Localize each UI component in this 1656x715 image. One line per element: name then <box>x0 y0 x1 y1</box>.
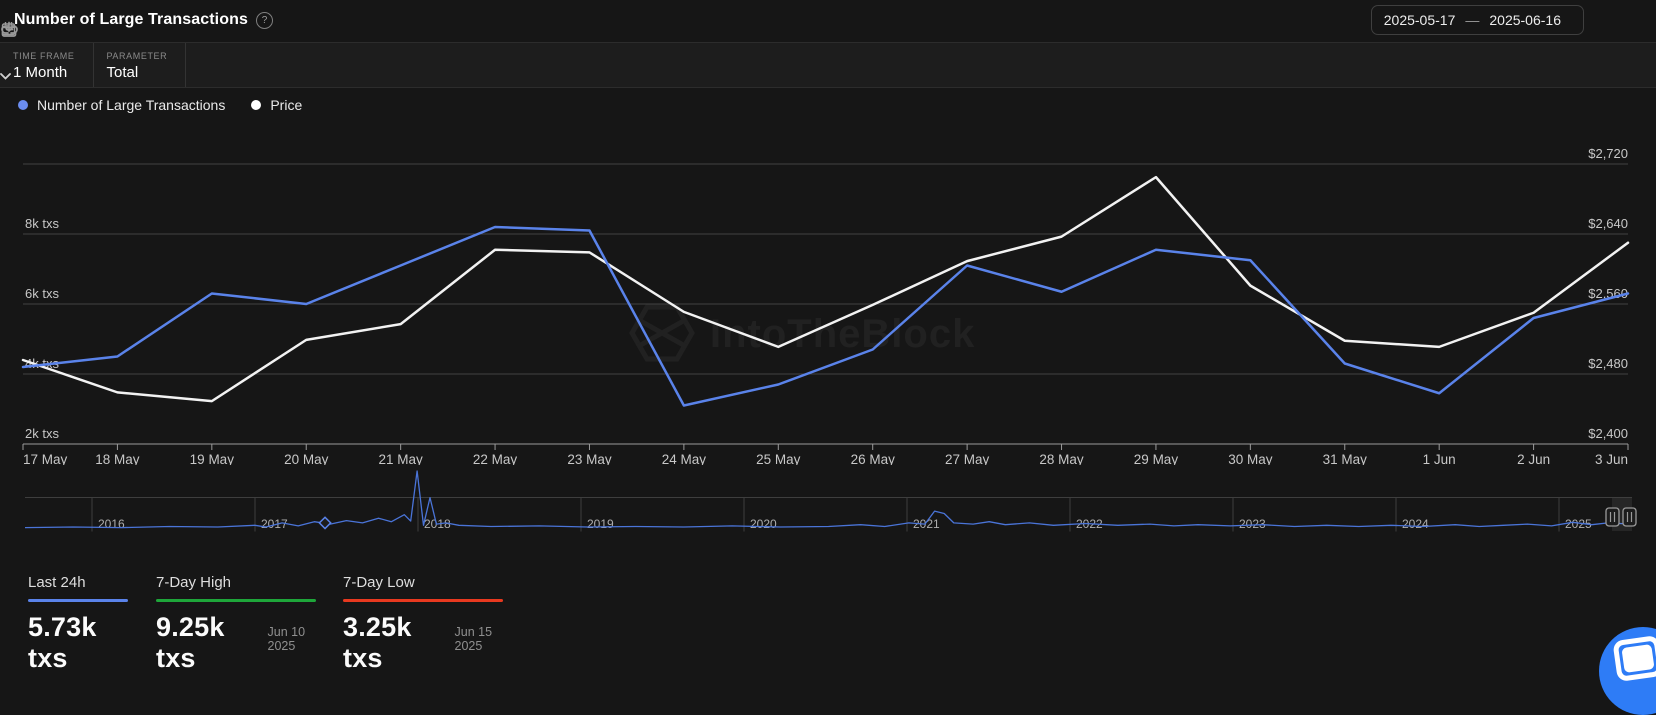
year-label: 2021 <box>913 517 940 531</box>
stat-date: Jun 10 2025 <box>267 625 306 653</box>
download-button[interactable] <box>1 18 1610 37</box>
page-title: Number of Large Transactions <box>14 11 248 28</box>
stat-last-24h: Last 24h 5.73k txs <box>28 574 142 674</box>
right-axis-tick-label: $2,640 <box>1588 216 1628 231</box>
x-tick-label: 26 May <box>851 452 896 465</box>
x-tick-label: 19 May <box>190 452 235 465</box>
stat-7day-low: 7-Day Low 3.25k txs Jun 15 2025 <box>343 574 516 674</box>
share-link-button[interactable] <box>1 18 1636 34</box>
date-separator: — <box>1465 12 1480 28</box>
stat-label: 7-Day Low <box>343 574 415 591</box>
stat-date: Jun 15 2025 <box>454 625 493 653</box>
brush-handle-left[interactable] <box>1605 507 1620 527</box>
left-axis-tick-label: 4k txs <box>25 356 59 371</box>
help-icon[interactable]: ? <box>255 11 273 29</box>
chart-header: Number of Large Transactions ? 2025-05-1… <box>0 0 1656 40</box>
stat-underline <box>156 599 316 602</box>
left-axis-tick-label: 6k txs <box>25 286 59 301</box>
summary-stats: Last 24h 5.73k txs 7-Day High 9.25k txs … <box>28 574 516 674</box>
chart-legend: Number of Large Transactions Price <box>18 97 302 113</box>
year-label: 2017 <box>261 517 288 531</box>
right-axis-tick-label: $2,400 <box>1588 426 1628 441</box>
x-tick-label: 21 May <box>379 452 424 465</box>
stat-value: 3.25k txs <box>343 612 412 673</box>
legend-label-price: Price <box>270 97 303 113</box>
legend-item-transactions[interactable]: Number of Large Transactions <box>18 97 225 113</box>
time-frame-value: 1 Month <box>13 64 68 81</box>
x-tick-label: 23 May <box>567 452 612 465</box>
year-label: 2020 <box>750 517 777 531</box>
legend-label-transactions: Number of Large Transactions <box>37 97 226 113</box>
timeline-sparkline <box>24 470 1633 529</box>
parameter-dropdown[interactable]: PARAMETER Total <box>0 43 187 87</box>
year-label: 2024 <box>1402 517 1429 531</box>
x-tick-label: 29 May <box>1134 452 1179 465</box>
sparkline-marker-icon <box>318 516 332 530</box>
x-tick-label: 18 May <box>95 452 140 465</box>
stat-value: 9.25k txs <box>156 612 225 673</box>
intotheblock-watermark: IntoTheBlock <box>629 304 974 362</box>
legend-item-price[interactable]: Price <box>251 97 302 113</box>
year-label: 2025 <box>1565 517 1592 531</box>
left-axis-tick-label: 2k txs <box>25 426 59 441</box>
date-range-picker[interactable]: 2025-05-17 — 2025-06-16 <box>1 5 1584 36</box>
chat-bubble-icon <box>1612 634 1656 683</box>
parameter-value: Total <box>106 64 139 81</box>
x-tick-label: 3 Jun <box>1595 452 1628 465</box>
date-start: 2025-05-17 <box>1383 12 1456 28</box>
stat-underline <box>343 599 503 602</box>
x-tick-label: 31 May <box>1323 452 1368 465</box>
date-end: 2025-06-16 <box>1489 12 1561 28</box>
price-line <box>21 175 1630 403</box>
x-tick-label: 24 May <box>662 452 707 465</box>
brush-handle-right[interactable] <box>1622 507 1637 527</box>
left-axis-tick-label: 8k txs <box>25 216 59 231</box>
parameter-label: PARAMETER <box>106 51 168 61</box>
stat-value: 5.73k txs <box>28 612 97 673</box>
x-tick-label: 17 May <box>23 452 68 465</box>
year-label: 2019 <box>587 517 614 531</box>
hexagon-logo-icon <box>629 304 695 362</box>
stat-7day-high: 7-Day High 9.25k txs Jun 10 2025 <box>156 574 329 674</box>
controls-bar: TIME FRAME 1 Month PARAMETER Total <box>0 42 1656 88</box>
right-axis-tick-label: $2,720 <box>1588 146 1628 161</box>
timeline-brush-chart[interactable]: 2016 2017 2018 2019 2020 2021 2022 2023 2024 2025 <box>0 470 1656 540</box>
transactions-line <box>21 225 1630 407</box>
x-tick-label: 1 Jun <box>1423 452 1456 465</box>
x-tick-label: 2 Jun <box>1517 452 1550 465</box>
x-tick-label: 28 May <box>1039 452 1084 465</box>
time-frame-label: TIME FRAME <box>13 51 75 61</box>
chat-button[interactable] <box>1599 627 1656 715</box>
blue-dot-icon <box>18 100 28 110</box>
year-label: 2016 <box>98 517 125 531</box>
time-frame-dropdown[interactable]: TIME FRAME 1 Month <box>0 43 94 87</box>
white-dot-icon <box>251 100 262 110</box>
x-tick-label: 30 May <box>1228 452 1273 465</box>
stat-label: 7-Day High <box>156 574 232 591</box>
right-axis-tick-label: $2,480 <box>1588 356 1628 371</box>
x-tick-label: 22 May <box>473 452 518 465</box>
x-tick-label: 20 May <box>284 452 329 465</box>
year-label: 2023 <box>1239 517 1266 531</box>
x-tick-label: 27 May <box>945 452 990 465</box>
x-tick-label: 25 May <box>756 452 801 465</box>
stat-underline <box>28 599 128 602</box>
header-actions: 2025-05-17 — 2025-06-16 <box>1 5 1642 37</box>
stat-label: Last 24h <box>28 574 86 591</box>
